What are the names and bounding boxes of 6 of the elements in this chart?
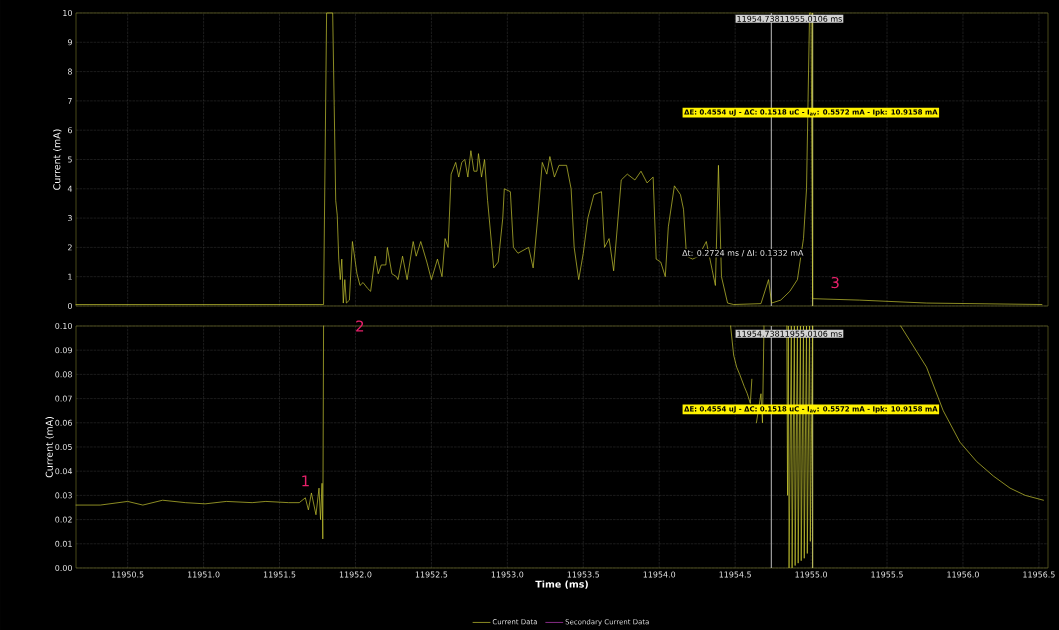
annotation: 1 bbox=[302, 475, 309, 487]
x-axis-title: Time (ms) bbox=[535, 580, 588, 589]
annotation: 2 bbox=[356, 320, 364, 332]
y-axis-title: Current (mA) bbox=[45, 417, 54, 478]
annotation: 3 bbox=[831, 276, 839, 289]
y-axis-title: Current (mA) bbox=[53, 129, 62, 190]
